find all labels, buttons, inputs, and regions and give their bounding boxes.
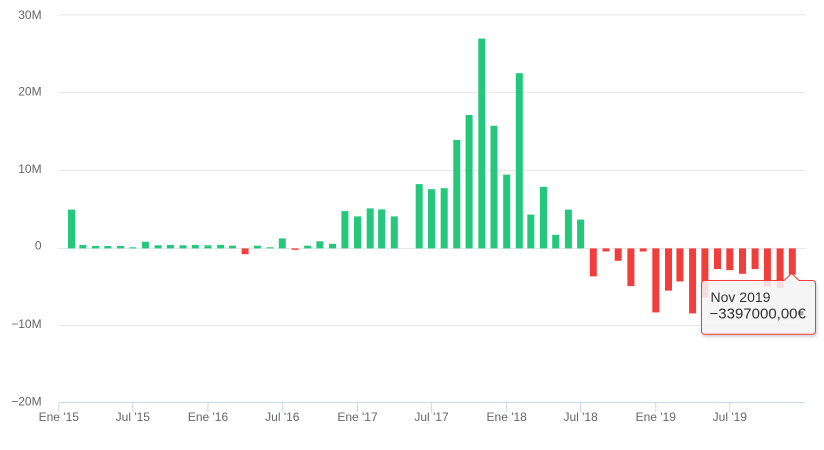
svg-text:Ene '17: Ene '17 — [337, 410, 378, 424]
svg-text:30M: 30M — [18, 8, 41, 22]
svg-text:−20M: −20M — [11, 394, 41, 408]
svg-text:Jul '17: Jul '17 — [414, 410, 449, 424]
svg-text:Ene '19: Ene '19 — [636, 410, 677, 424]
svg-text:10M: 10M — [18, 162, 41, 176]
svg-text:Jul '15: Jul '15 — [116, 410, 151, 424]
svg-text:Jul '16: Jul '16 — [265, 410, 300, 424]
svg-text:−10M: −10M — [11, 317, 41, 331]
svg-text:Jul '18: Jul '18 — [563, 410, 598, 424]
svg-text:Jul '19: Jul '19 — [713, 410, 748, 424]
svg-text:Nov 2019: Nov 2019 — [711, 289, 771, 305]
svg-text:Ene '15: Ene '15 — [39, 410, 80, 424]
svg-text:−3397000,00€: −3397000,00€ — [710, 306, 807, 323]
svg-text:Ene '16: Ene '16 — [188, 410, 229, 424]
svg-text:Ene '18: Ene '18 — [487, 410, 528, 424]
svg-text:20M: 20M — [18, 85, 41, 99]
svg-text:0: 0 — [35, 239, 42, 253]
